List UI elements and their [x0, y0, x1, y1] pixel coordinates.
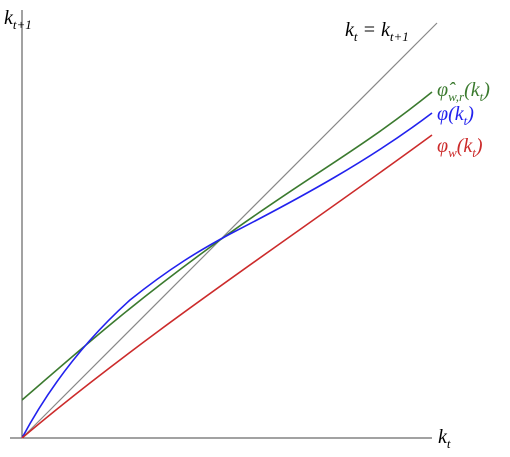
label-part: k [438, 426, 448, 448]
identity-line [21, 22, 438, 439]
phi-w-curve [21, 134, 433, 439]
label-sub: w [448, 145, 457, 160]
label-sub: w,r [448, 89, 465, 104]
label-part: ) [466, 103, 474, 125]
label-sub: t+1 [390, 29, 409, 44]
label-sub: t [354, 29, 358, 44]
label-part: φ(k [437, 103, 465, 125]
phi-w-label: φw(kt) [437, 135, 483, 160]
label-part: (k [457, 135, 474, 157]
label-sub: t [480, 89, 484, 104]
label-part: = k [358, 19, 391, 41]
label-sub: t [464, 113, 468, 128]
label-sub: t [472, 145, 476, 160]
phi-hat-label: φ̂w,r(kt) [437, 79, 490, 104]
y-axis-label: kt+1 [4, 7, 32, 32]
label-part: k [345, 19, 355, 41]
label-sub: t+1 [13, 17, 32, 32]
x-axis-label: kt [438, 426, 451, 451]
label-part: k [4, 7, 14, 29]
label-part: ) [482, 79, 490, 101]
phi-label: φ(kt) [437, 103, 474, 128]
label-part: (k [464, 79, 481, 101]
identity-label: kt = kt+1 [345, 19, 409, 44]
label-part: ) [475, 135, 483, 157]
phi-hat-curve [21, 91, 433, 401]
label-part: φ [437, 135, 448, 157]
label-sub: t [447, 436, 451, 451]
phi-curve [21, 112, 433, 439]
